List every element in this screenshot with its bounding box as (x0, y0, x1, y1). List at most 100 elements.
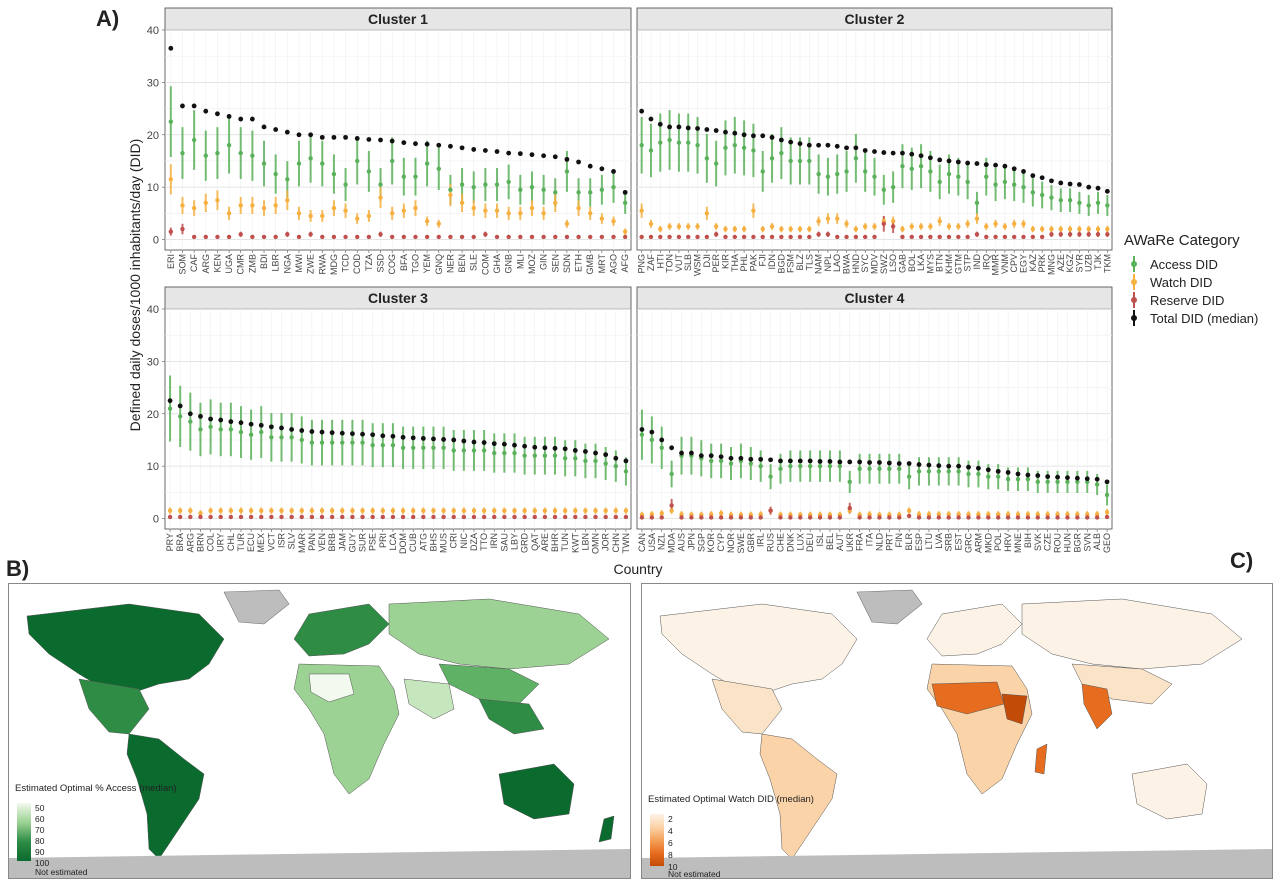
reserve-point (541, 234, 546, 240)
access-point (390, 442, 396, 448)
x-tick-label: MNE (1013, 533, 1023, 553)
total-point (689, 450, 694, 456)
x-tick-label: PER (711, 254, 721, 273)
total-point (599, 166, 605, 172)
watch-point (203, 200, 208, 206)
total-point (927, 155, 933, 161)
total-point (748, 456, 754, 462)
reserve-point (180, 226, 185, 232)
total-point (788, 139, 794, 145)
reserve-point (355, 234, 360, 240)
total-point (441, 437, 446, 442)
reserve-point (1021, 234, 1026, 240)
watch-point (355, 216, 360, 221)
access-point (401, 174, 407, 179)
access-point (1075, 479, 1080, 485)
reserve-point (995, 515, 1001, 520)
map-access-tick: 70 (35, 825, 45, 835)
watch-point (976, 512, 981, 517)
x-tick-label: EGY (1019, 254, 1029, 273)
map-access-legend-title: Estimated Optimal % Access (median) (15, 783, 177, 794)
total-point (936, 463, 942, 469)
total-point (180, 103, 185, 109)
reserve-point (308, 232, 313, 237)
legend-item-access: Access DID (1124, 255, 1258, 273)
panel-label-b: B) (6, 556, 30, 581)
x-tick-label: TTO (479, 533, 489, 551)
watch-point (611, 218, 616, 224)
reserve-point (788, 234, 793, 240)
total-point (603, 452, 609, 458)
access-point (483, 182, 488, 187)
watch-point (167, 508, 173, 513)
map-watch-tick: 4 (668, 826, 673, 836)
access-point (827, 463, 833, 469)
x-tick-label: SUR (358, 533, 368, 553)
x-tick-label: GIN (539, 254, 549, 270)
watch-point (779, 226, 784, 232)
watch-point (974, 216, 980, 221)
map-access-tick: 50 (35, 803, 45, 813)
access-point (573, 456, 578, 461)
reserve-point (965, 234, 970, 240)
watch-point (658, 226, 663, 232)
access-point (226, 143, 232, 148)
reserve-point (380, 514, 386, 520)
access-point (704, 156, 710, 161)
x-tick-label: SLB (683, 254, 693, 271)
watch-point (906, 508, 912, 513)
watch-point (732, 226, 737, 232)
total-point (413, 141, 418, 147)
total-point (877, 460, 882, 465)
total-point (370, 432, 376, 438)
access-point (1030, 190, 1036, 195)
access-point (881, 187, 887, 192)
access-point (798, 463, 803, 469)
map-access-na-swatch (17, 868, 31, 876)
reserve-point (564, 234, 570, 240)
reserve-point (451, 514, 456, 520)
x-tick-label: BRB (327, 533, 337, 552)
total-point (817, 459, 823, 464)
access-point (659, 445, 664, 451)
total-point (268, 424, 274, 430)
access-point (308, 156, 313, 161)
x-tick-label: BGR (1072, 533, 1082, 553)
map-watch-legend-title: Estimated Optimal Watch DID (median) (648, 794, 814, 805)
reserve-point (1095, 232, 1101, 237)
reserve-point (937, 234, 942, 240)
watch-point (1049, 226, 1054, 232)
reserve-point (259, 514, 264, 520)
total-point (249, 116, 255, 122)
total-point (741, 132, 747, 138)
reserve-point (699, 515, 704, 520)
reserve-point (974, 232, 980, 237)
reserve-point (421, 514, 426, 520)
watch-point (269, 508, 274, 513)
reserve-point (1067, 232, 1073, 237)
access-point (576, 190, 581, 195)
access-point (593, 458, 598, 464)
reserve-point (481, 514, 487, 520)
x-tick-label: ITA (865, 533, 875, 546)
x-tick-label: SEN (550, 254, 560, 273)
access-point (768, 474, 773, 479)
watch-point (928, 224, 933, 229)
total-point (552, 445, 558, 451)
access-point (177, 414, 183, 419)
watch-point (946, 224, 952, 229)
total-point (289, 427, 295, 432)
access-point (1025, 477, 1031, 482)
x-tick-label: PRK (1037, 254, 1047, 273)
total-point (867, 460, 872, 465)
access-point (168, 119, 174, 124)
watch-point (208, 508, 213, 513)
total-point (308, 132, 314, 138)
watch-point (552, 508, 558, 513)
total-point (669, 445, 675, 451)
map-access-na-label: Not estimated (35, 867, 88, 877)
access-point (867, 466, 872, 471)
reserve-point (928, 234, 933, 240)
total-point (1104, 188, 1110, 194)
